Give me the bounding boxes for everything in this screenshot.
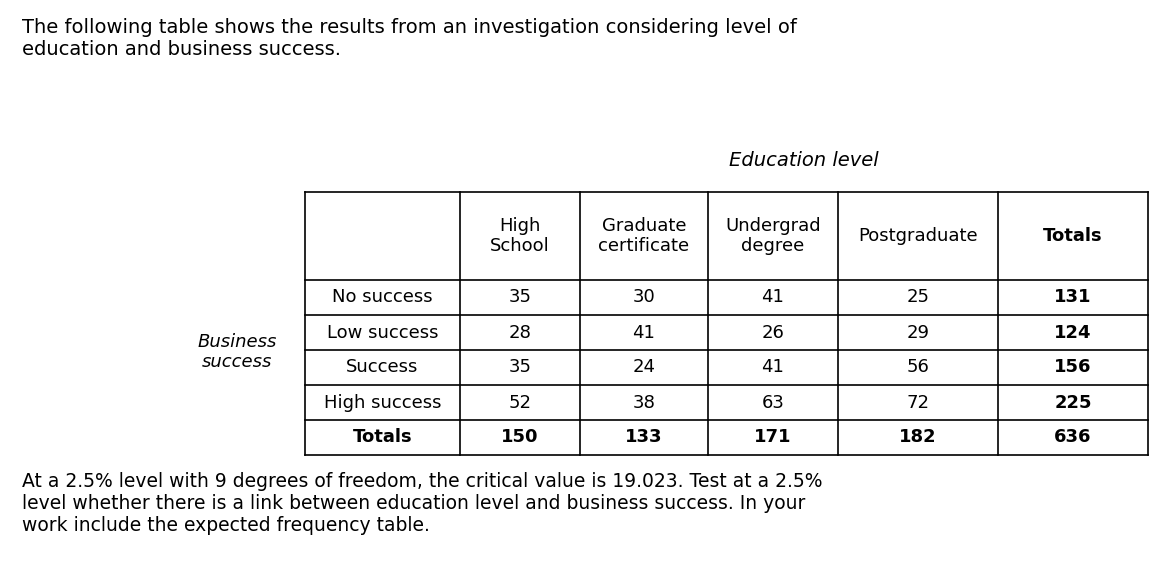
Text: 41: 41 <box>762 288 784 306</box>
Text: 28: 28 <box>508 324 532 342</box>
Text: 41: 41 <box>633 324 655 342</box>
Text: 182: 182 <box>899 429 937 447</box>
Text: 35: 35 <box>508 288 532 306</box>
Text: 72: 72 <box>906 393 930 411</box>
Text: 26: 26 <box>762 324 784 342</box>
Text: 133: 133 <box>626 429 663 447</box>
Text: 63: 63 <box>762 393 784 411</box>
Text: The following table shows the results from an investigation considering level of: The following table shows the results fr… <box>22 18 797 59</box>
Text: 25: 25 <box>906 288 930 306</box>
Text: 131: 131 <box>1054 288 1092 306</box>
Text: Business: Business <box>197 333 277 351</box>
Text: Low success: Low success <box>326 324 438 342</box>
Text: 124: 124 <box>1054 324 1092 342</box>
Text: 29: 29 <box>906 324 930 342</box>
Text: 156: 156 <box>1054 358 1092 376</box>
Text: 30: 30 <box>633 288 655 306</box>
Text: High
School: High School <box>490 216 549 255</box>
Text: High success: High success <box>324 393 441 411</box>
Text: Totals: Totals <box>1044 227 1102 245</box>
Text: 52: 52 <box>508 393 532 411</box>
Text: success: success <box>202 353 272 371</box>
Text: 38: 38 <box>633 393 655 411</box>
Text: Graduate
certificate: Graduate certificate <box>599 216 689 255</box>
Text: 150: 150 <box>501 429 539 447</box>
Text: 35: 35 <box>508 358 532 376</box>
Text: Undergrad
degree: Undergrad degree <box>726 216 821 255</box>
Text: 171: 171 <box>754 429 791 447</box>
Text: Postgraduate: Postgraduate <box>858 227 978 245</box>
Text: 41: 41 <box>762 358 784 376</box>
Text: 24: 24 <box>633 358 655 376</box>
Text: 56: 56 <box>906 358 930 376</box>
Text: 636: 636 <box>1054 429 1092 447</box>
Text: Education level: Education level <box>729 151 879 170</box>
Text: No success: No success <box>332 288 433 306</box>
Text: Totals: Totals <box>352 429 412 447</box>
Text: At a 2.5% level with 9 degrees of freedom, the critical value is 19.023. Test at: At a 2.5% level with 9 degrees of freedo… <box>22 472 823 535</box>
Text: Success: Success <box>346 358 419 376</box>
Text: 225: 225 <box>1054 393 1092 411</box>
